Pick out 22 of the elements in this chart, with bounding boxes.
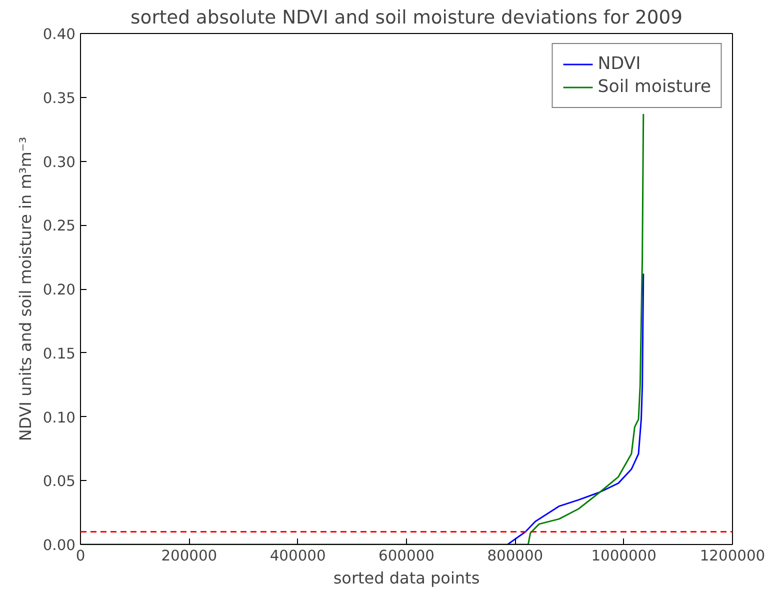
- legend-label: Soil moisture: [598, 77, 711, 97]
- y-tick-label: 0.05: [42, 473, 76, 490]
- y-tick-label: 0.30: [42, 154, 76, 171]
- x-tick-label: 1200000: [700, 548, 766, 564]
- y-tick-label: 0.10: [42, 409, 76, 426]
- y-tick-label: 0.00: [42, 537, 76, 554]
- y-axis-title: NDVI units and soil moisture in m³m⁻³: [16, 136, 35, 442]
- line-series: [506, 272, 644, 544]
- x-tick-label: 800000: [487, 548, 544, 564]
- x-tick-label: 1000000: [591, 548, 656, 564]
- x-tick-label: 400000: [270, 548, 326, 564]
- y-tick-label: 0.20: [42, 282, 76, 298]
- x-axis-title: sorted data points: [333, 568, 480, 588]
- chart-title: sorted absolute NDVI and soil moisture deviations for 2009: [130, 8, 682, 28]
- y-tick-label: 0.25: [42, 218, 76, 235]
- x-tick-label: 600000: [378, 548, 434, 564]
- y-tick-label: 0.35: [42, 90, 76, 107]
- x-tick-label: 200000: [161, 548, 218, 564]
- y-tick-label: 0.40: [42, 26, 76, 43]
- x-tick-label: 0: [76, 548, 86, 564]
- legend-label: NDVI: [598, 54, 641, 74]
- y-tick-label: 0.15: [42, 345, 76, 362]
